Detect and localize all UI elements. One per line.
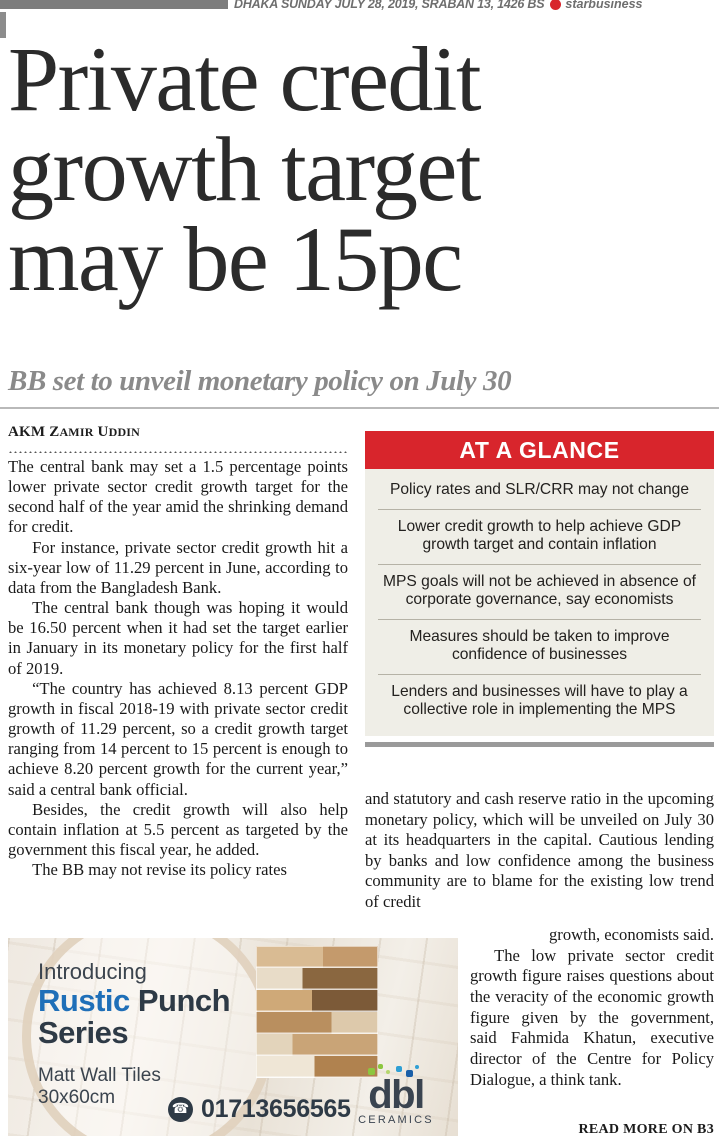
paragraph: The low private sector credit growth fig…	[470, 945, 714, 1089]
ad-text-block: Introducing Rustic Punch Series Matt Wal…	[38, 960, 288, 1108]
red-dot-icon	[550, 0, 562, 10]
article-body-right-narrow: growth, economists said. The low private…	[470, 925, 714, 1090]
at-a-glance-title: AT A GLANCE	[459, 436, 620, 463]
article-body-left: The central bank may set a 1.5 percentag…	[8, 457, 348, 880]
ad-brand-accent: Rustic	[38, 982, 130, 1018]
headline-line-3: may be 15pc	[8, 208, 463, 311]
headline-subhead: BB set to unveil monetary policy on July…	[8, 365, 512, 397]
paragraph: The BB may not revise its policy rates	[32, 860, 287, 880]
ad-phone-block[interactable]: ☎ 01713656565	[168, 1095, 351, 1124]
paragraph: The central bank may set a 1.5 percentag…	[8, 457, 348, 537]
page-headline: Private credit growth target may be 15pc	[8, 28, 708, 311]
at-a-glance-header: AT A GLANCE	[365, 431, 714, 469]
byline: AKM ZAMIR UDDIN	[8, 424, 348, 441]
masthead-rule	[0, 0, 228, 9]
ad-tile-product-image	[256, 946, 378, 1078]
masthead-brand: starbusiness	[565, 0, 643, 11]
ad-product-type: Matt Wall Tiles	[38, 1064, 161, 1086]
ad-logo-dots-icon	[366, 1063, 424, 1078]
paragraph: growth, economists said.	[549, 925, 714, 944]
ad-logo: dbl CERAMICS	[344, 1063, 448, 1126]
advertisement[interactable]: Introducing Rustic Punch Series Matt Wal…	[8, 938, 458, 1136]
at-a-glance-bottom-rule	[365, 741, 714, 747]
headline-line-2: growth target	[8, 118, 481, 221]
at-a-glance-box: AT A GLANCE Policy rates and SLR/CRR may…	[365, 431, 714, 747]
ad-intro-label: Introducing	[38, 959, 147, 984]
article-body-right: and statutory and cash reserve ratio in …	[365, 789, 714, 912]
ad-phone-number: 01713656565	[201, 1095, 351, 1123]
read-more-link[interactable]: READ MORE ON B3	[578, 1122, 714, 1136]
phone-icon: ☎	[168, 1097, 193, 1122]
glance-item: Lower credit growth to help achieve GDP …	[378, 508, 701, 564]
ad-brand-rest: Punch	[129, 982, 231, 1018]
ad-logo-wordmark: dbl	[368, 1072, 425, 1117]
paragraph: Besides, the credit growth will also hel…	[8, 799, 348, 859]
ad-product-size: 30x60cm	[38, 1086, 116, 1108]
glance-item: Lenders and businesses will have to play…	[378, 673, 701, 729]
headline-line-1: Private credit	[8, 28, 482, 130]
glance-item: MPS goals will not be achieved in absenc…	[378, 563, 701, 619]
byline-name-second-rest: AMIR	[59, 425, 94, 439]
ad-series-label: Series	[38, 1015, 129, 1051]
byline-name-first: AKM	[8, 424, 46, 440]
masthead-date: DHAKA SUNDAY JULY 28, 2019, SRABAN 13, 1…	[234, 0, 545, 11]
byline-name-third-rest: DDIN	[108, 425, 141, 439]
paragraph: and statutory and cash reserve ratio in …	[365, 789, 714, 911]
article-column-right: and statutory and cash reserve ratio in …	[365, 789, 714, 912]
byline-dotted-divider	[8, 446, 348, 453]
glance-item: Measures should be taken to improve conf…	[378, 618, 701, 674]
byline-name-third: U	[97, 424, 109, 440]
glance-item: Policy rates and SLR/CRR may not change	[389, 481, 690, 498]
paragraph: For instance, private sector credit grow…	[8, 537, 348, 597]
ad-product-title: Rustic Punch	[38, 982, 288, 1018]
article-column-left: AKM ZAMIR UDDIN The central bank may set…	[8, 424, 348, 880]
masthead-left-edge	[0, 12, 6, 38]
ad-logo-subtitle: CERAMICS	[358, 1114, 434, 1126]
byline-name-second: Z	[49, 424, 60, 440]
subhead-divider	[0, 407, 719, 409]
article-column-right-narrow: growth, economists said. The low private…	[470, 925, 714, 1090]
masthead: DHAKA SUNDAY JULY 28, 2019, SRABAN 13, 1…	[0, 0, 719, 12]
ad-tile-grout-lines	[256, 946, 378, 1078]
paragraph: “The country has achieved 8.13 percent G…	[8, 678, 348, 799]
paragraph: The central bank though was hoping it wo…	[8, 598, 348, 678]
at-a-glance-body: Policy rates and SLR/CRR may not change …	[365, 469, 714, 736]
